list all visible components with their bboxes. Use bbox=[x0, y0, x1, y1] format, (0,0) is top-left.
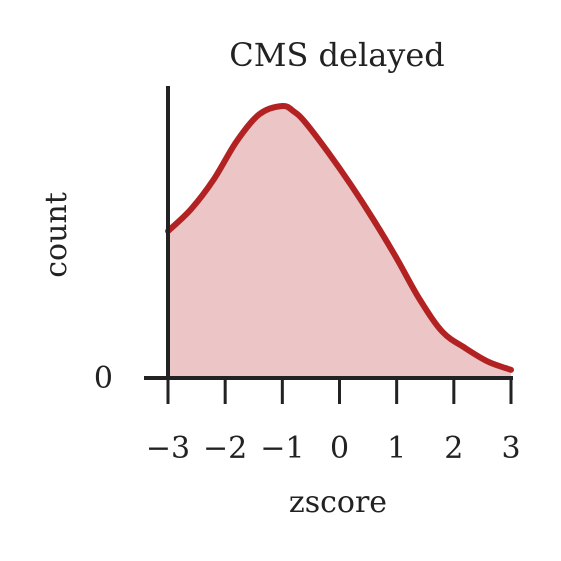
x-tick-label: −2 bbox=[203, 431, 247, 466]
x-axis-label: zscore bbox=[289, 485, 387, 520]
x-tick-label: 0 bbox=[330, 431, 349, 466]
y-tick-label: 0 bbox=[94, 361, 113, 396]
x-tick-label: 1 bbox=[387, 431, 406, 466]
density-area-fill bbox=[168, 105, 511, 378]
x-tick-label: 3 bbox=[501, 431, 520, 466]
y-axis-label: count bbox=[39, 192, 74, 278]
x-tick-label: 2 bbox=[444, 431, 463, 466]
y-axis-ticks: 0 bbox=[94, 361, 113, 396]
density-curve bbox=[165, 102, 514, 373]
x-axis-ticks: −3 −2 −1 0 1 2 3 bbox=[146, 378, 521, 466]
x-tick-label: −1 bbox=[260, 431, 304, 466]
x-tick-label: −3 bbox=[146, 431, 190, 466]
chart-title: CMS delayed bbox=[229, 36, 445, 74]
